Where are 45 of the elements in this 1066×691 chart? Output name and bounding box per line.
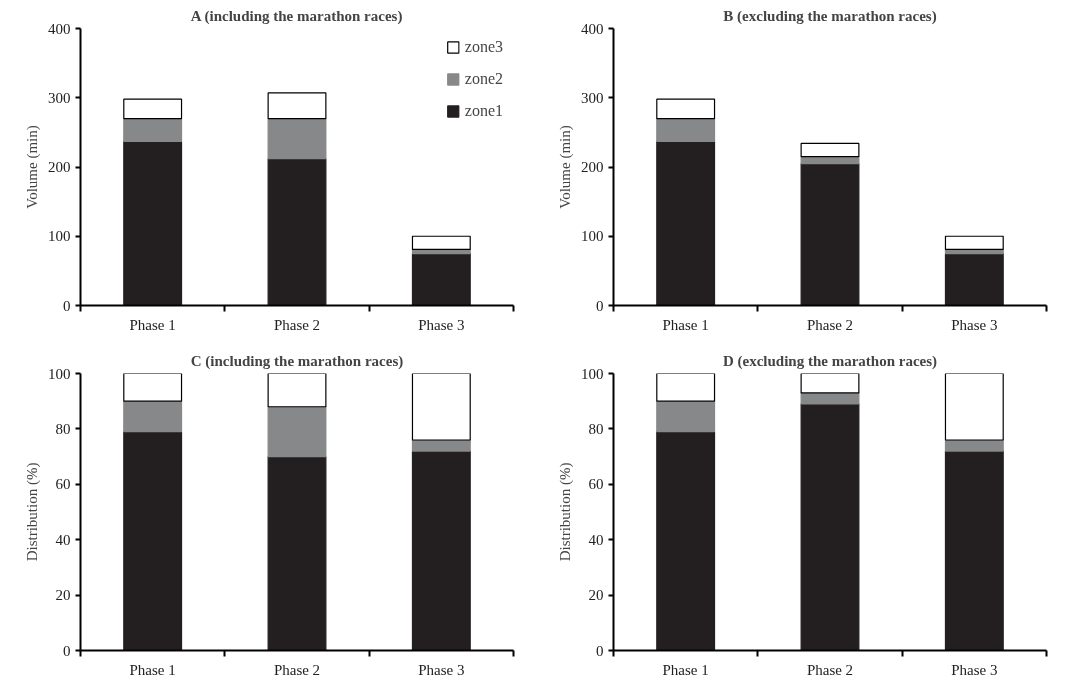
x-tick-label: Phase 2 (806, 316, 854, 333)
y-tick-label: 80 (588, 420, 604, 437)
x-tick-label: Phase 2 (273, 316, 321, 333)
y-tick-label: 0 (63, 297, 71, 314)
chart-title: B (excluding the marathon races) (723, 7, 937, 25)
legend-label: zone1 (464, 102, 503, 120)
x-tick-label: Phase 1 (129, 661, 176, 678)
y-tick-label: 300 (48, 89, 71, 106)
x-tick-label: Phase 1 (662, 316, 709, 333)
y-tick-label: 20 (588, 587, 604, 604)
y-tick-label: 20 (55, 587, 71, 604)
chart-title: D (excluding the marathon races) (722, 352, 938, 370)
y-tick-label: 40 (588, 531, 604, 548)
x-tick-label: Phase 2 (273, 661, 321, 678)
y-tick-label: 200 (48, 159, 71, 175)
legend-label: zone3 (464, 38, 503, 56)
y-tick-label: 80 (55, 420, 71, 437)
y-tick-label: 0 (596, 642, 604, 659)
y-tick-label: 40 (55, 531, 71, 548)
x-tick-label: Phase 3 (418, 316, 465, 333)
x-tick-label: Phase 1 (129, 316, 176, 333)
y-tick-label: 400 (48, 20, 71, 37)
x-tick-label: Phase 1 (662, 661, 709, 678)
y-tick-label: 60 (588, 476, 604, 493)
y-tick-label: 300 (581, 89, 604, 106)
y-tick-label: 200 (581, 159, 604, 175)
y-axis-title: Distribution (%) (24, 462, 41, 562)
y-tick-label: 100 (581, 365, 604, 382)
y-axis-title: Volume (min) (557, 125, 574, 209)
y-tick-label: 0 (63, 642, 71, 659)
y-tick-label: 100 (48, 228, 71, 245)
y-tick-label: 0 (596, 297, 604, 314)
chart-title: A (including the marathon races) (190, 7, 403, 25)
x-tick-label: Phase 3 (418, 661, 465, 678)
y-tick-label: 100 (581, 228, 604, 245)
x-tick-label: Phase 3 (951, 316, 998, 333)
y-tick-label: 100 (48, 365, 71, 382)
x-tick-label: Phase 3 (951, 661, 998, 678)
y-axis-title: Distribution (%) (557, 462, 574, 562)
y-tick-label: 60 (55, 476, 71, 493)
y-axis-title: Volume (min) (24, 125, 41, 209)
x-tick-label: Phase 2 (806, 661, 854, 678)
legend-label: zone2 (464, 70, 503, 88)
chart-title: C (including the marathon races) (190, 352, 404, 370)
y-tick-label: 400 (581, 20, 604, 37)
